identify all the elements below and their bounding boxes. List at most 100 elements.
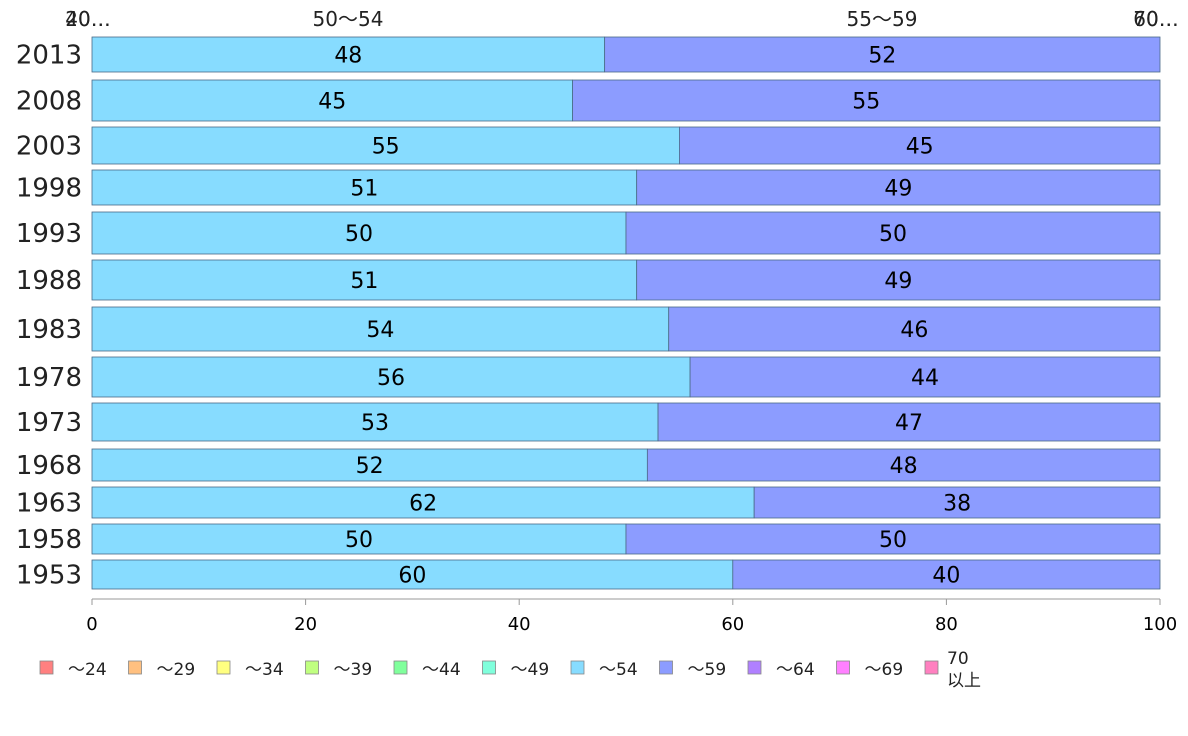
data-label: 44 [911,366,939,391]
data-label: 50 [879,528,907,553]
data-label: 51 [350,177,378,202]
bar-segment-upto59 [604,36,1161,73]
bar-row-2013: 2013 48 52 [16,36,1161,73]
data-label: 49 [884,177,912,202]
legend-item: 〜29 [128,660,196,680]
legend-label: 〜44 [422,660,461,680]
bar-segment-upto59 [636,169,1161,206]
x-tick-label: 100 [1143,614,1177,635]
data-label: 48 [334,44,362,69]
bar-row-1998: 1998 51 49 [16,169,1161,206]
year-label: 2008 [16,87,82,117]
data-label: 45 [318,90,346,115]
bar-segment-upto54 [91,486,755,519]
legend-item: 〜34 [216,660,284,680]
bar-row-2008: 2008 45 55 [16,79,1161,122]
data-label: 51 [350,269,378,294]
bar-row-1988: 1988 51 49 [16,259,1161,301]
legend-item: 〜39 [305,660,372,680]
legend-swatch [39,660,54,675]
year-label: 1958 [16,525,82,555]
legend-swatch [924,660,939,675]
year-label: 1988 [16,266,82,296]
legend-label: 〜54 [599,660,638,680]
bar-segment-upto59 [689,356,1161,398]
data-label: 55 [372,135,400,160]
x-tick-label: 80 [935,614,958,635]
bar-row-1963: 1963 62 38 [16,486,1161,519]
year-label: 1983 [16,315,82,345]
bar-row-2003: 2003 55 45 [16,126,1161,165]
data-label: 60 [398,564,426,589]
year-label: 1963 [16,489,82,519]
bar-segment-upto54 [91,169,638,206]
bar-segment-upto59 [668,306,1161,352]
year-label: 1953 [16,561,82,591]
legend-swatch [393,660,408,675]
x-axis: 0 20 40 60 80 100 [86,598,1177,635]
legend-label: 〜59 [688,660,727,680]
legend-label: 70 [947,649,969,669]
year-label: 1998 [16,174,82,204]
legend-item: 〜54 [570,660,638,680]
top-segment-label: 40… [65,7,110,31]
legend-label: 〜24 [68,660,107,680]
top-segment-label: 55〜59 [847,7,918,31]
year-label: 1968 [16,451,82,481]
legend-label: 〜69 [865,660,904,680]
legend-swatch [747,660,762,675]
legend-label: 〜34 [245,660,284,680]
top-segment-labels: 20…40… 50〜54 55〜59 60…70… [65,7,1178,31]
data-label: 46 [900,318,928,343]
year-label: 2013 [16,41,82,71]
x-tick-label: 20 [294,614,317,635]
legend-swatch [836,660,850,675]
bar-segment-upto59 [646,448,1161,482]
bar-segment-upto59 [679,126,1161,165]
legend-swatch [305,660,319,675]
x-tick-label: 60 [721,614,744,635]
bar-segment-upto59 [572,79,1161,122]
legend-swatch [482,660,496,675]
legend-swatch [570,660,585,675]
bar-segment-upto54 [91,211,627,255]
legend-item: 〜44 [393,660,461,680]
x-tick-label: 40 [508,614,531,635]
bar-row-1953: 1953 60 40 [16,559,1161,591]
bar-segment-upto54 [91,259,638,301]
bar-segment-upto59 [753,486,1161,519]
bar-row-1958: 1958 50 50 [16,523,1161,555]
bar-row-1983: 1983 54 46 [16,306,1161,352]
legend-label: 〜29 [157,660,196,680]
legend-item: 〜24 [39,660,107,680]
legend-label: 〜49 [511,660,550,680]
bar-row-1993: 1993 50 50 [16,211,1161,255]
data-label: 50 [345,222,373,247]
top-segment-label: 20… [65,7,110,31]
legend-item: 〜69 [836,660,904,680]
data-label: 45 [906,135,934,160]
data-label: 62 [409,492,437,517]
bar-segment-upto59 [625,523,1161,555]
bar-row-1968: 1968 52 48 [16,448,1161,482]
year-label: 1978 [16,363,82,393]
data-label: 56 [377,366,405,391]
legend-label: 〜64 [776,660,815,680]
year-label: 2003 [16,132,82,162]
data-label: 50 [879,222,907,247]
data-label: 53 [361,411,389,436]
legend-item: 〜64 [747,660,815,680]
legend-item: 〜59 [659,660,727,680]
legend-swatch [659,660,673,675]
bar-segment-upto59 [732,559,1161,590]
bar-segment-upto54 [91,36,606,73]
data-label: 52 [356,454,384,479]
top-segment-label: 70… [1133,7,1178,31]
legend-swatch [216,660,231,675]
bar-segment-upto59 [657,402,1161,442]
bar-segment-upto54 [91,306,670,352]
bar-segment-upto59 [636,259,1161,301]
